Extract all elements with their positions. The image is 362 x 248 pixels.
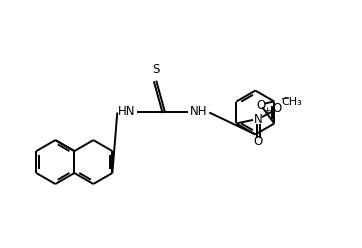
Text: HN: HN: [117, 105, 135, 118]
Text: O: O: [256, 98, 265, 112]
Text: CH₃: CH₃: [281, 96, 302, 107]
Text: O: O: [272, 102, 281, 115]
Text: +: +: [263, 106, 270, 115]
Text: N: N: [254, 113, 263, 126]
Text: S: S: [152, 63, 160, 76]
Text: −: −: [281, 94, 290, 104]
Text: NH: NH: [190, 105, 207, 118]
Text: O: O: [254, 135, 263, 148]
